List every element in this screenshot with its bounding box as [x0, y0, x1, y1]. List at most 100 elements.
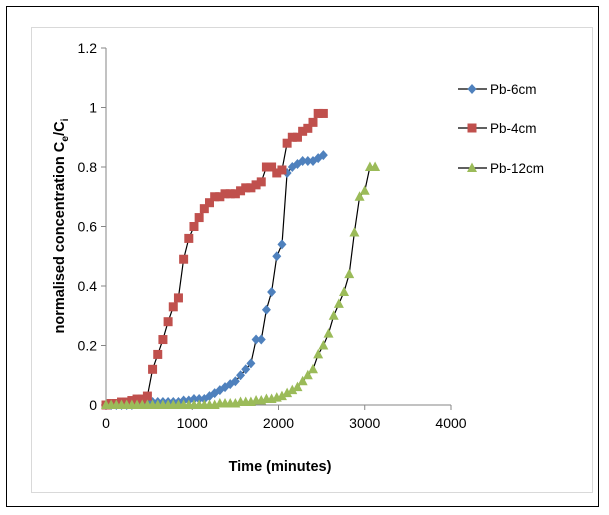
- data-point-pb-12cm: [282, 387, 293, 398]
- data-point-pb-6cm: [189, 394, 199, 405]
- legend-item-pb-12cm: Pb-12cm: [458, 161, 544, 176]
- data-point-pb-4cm: [158, 335, 168, 345]
- data-point-pb-6cm: [241, 364, 251, 375]
- y-tick-label: 0.8: [78, 159, 98, 175]
- data-point-pb-4cm: [173, 293, 183, 303]
- data-point-pb-4cm: [261, 162, 271, 172]
- data-point-pb-12cm: [328, 310, 339, 320]
- data-point-pb-6cm: [303, 156, 313, 167]
- data-point-pb-4cm: [287, 132, 297, 142]
- data-point-pb-6cm: [277, 239, 287, 250]
- x-tick-label: 1000: [177, 415, 208, 431]
- data-point-pb-12cm: [349, 226, 360, 237]
- data-point-pb-4cm: [184, 233, 194, 243]
- data-point-pb-6cm: [230, 376, 240, 387]
- data-point-pb-4cm: [220, 189, 230, 199]
- data-point-pb-4cm: [199, 204, 209, 214]
- series-pb-4cm: [101, 108, 328, 410]
- series-line-pb-12cm: [106, 166, 376, 406]
- x-tick-label: 3000: [349, 415, 380, 431]
- data-point-pb-6cm: [246, 358, 256, 369]
- data-point-pb-4cm: [241, 183, 251, 193]
- data-point-pb-4cm: [225, 189, 235, 199]
- data-point-pb-4cm: [230, 189, 240, 199]
- legend-marker-pb-6cm: [467, 84, 477, 94]
- y-axis-title: normalised concentration Ce/Ci: [52, 118, 71, 333]
- data-point-pb-4cm: [132, 394, 142, 404]
- x-tick-label: 0: [102, 415, 110, 431]
- data-point-pb-6cm: [272, 251, 282, 262]
- legend: Pb-6cm Pb-4cm Pb-12cm: [458, 82, 544, 176]
- data-point-pb-4cm: [277, 165, 287, 175]
- data-point-pb-4cm: [153, 349, 163, 359]
- data-point-pb-6cm: [251, 334, 261, 345]
- axes: 0 0.2 0.4 0.6 0.8 1 1.2 0 1000 2000 3000 4000: [78, 40, 467, 431]
- data-point-pb-4cm: [298, 126, 308, 136]
- data-point-pb-12cm: [308, 363, 318, 374]
- series-line-pb-4cm: [105, 112, 324, 406]
- data-point-pb-12cm: [276, 390, 287, 401]
- series-pb-12cm: [101, 161, 381, 409]
- data-point-pb-4cm: [256, 177, 266, 187]
- data-point-pb-12cm: [333, 298, 344, 308]
- data-point-pb-4cm: [251, 180, 261, 190]
- data-point-pb-4cm: [303, 123, 313, 133]
- chart-frame: [6, 6, 599, 507]
- data-point-pb-4cm: [142, 391, 152, 401]
- data-point-pb-4cm: [272, 168, 282, 178]
- data-point-pb-4cm: [189, 222, 199, 231]
- legend-label-pb-4cm: Pb-4cm: [490, 121, 537, 136]
- data-point-pb-4cm: [194, 213, 204, 223]
- y-axis-title-sub-e: e: [59, 136, 71, 142]
- data-point-pb-12cm: [313, 348, 324, 359]
- data-point-pb-12cm: [292, 381, 303, 392]
- series-layer: [101, 108, 381, 410]
- legend-item-pb-6cm: Pb-6cm: [458, 82, 537, 97]
- data-point-pb-4cm: [246, 183, 256, 193]
- data-point-pb-6cm: [267, 286, 277, 297]
- data-point-pb-12cm: [359, 185, 370, 195]
- data-point-pb-4cm: [210, 192, 220, 202]
- x-axis-title: Time (minutes): [229, 459, 332, 475]
- y-tick-label: 0.2: [78, 338, 98, 354]
- data-point-pb-4cm: [313, 108, 323, 118]
- legend-label-pb-6cm: Pb-6cm: [490, 82, 537, 97]
- data-point-pb-12cm: [344, 268, 355, 279]
- data-point-pb-6cm: [194, 394, 204, 405]
- data-point-pb-4cm: [292, 132, 302, 142]
- x-tick-label: 2000: [263, 415, 294, 431]
- legend-marker-pb-12cm: [467, 162, 477, 172]
- y-tick-label: 1: [89, 100, 97, 116]
- y-tick-label: 0.4: [78, 278, 98, 294]
- data-point-pb-12cm: [323, 328, 334, 338]
- data-point-pb-4cm: [205, 198, 214, 208]
- y-tick-label: 0: [89, 397, 97, 413]
- data-point-pb-12cm: [354, 191, 365, 201]
- y-axis-title-main: normalised concentration C: [52, 141, 68, 333]
- data-point-pb-4cm: [137, 394, 147, 404]
- data-point-pb-6cm: [318, 150, 328, 161]
- legend-marker-pb-4cm: [467, 123, 477, 133]
- data-point-pb-12cm: [302, 369, 313, 380]
- data-point-pb-4cm: [163, 317, 173, 327]
- legend-label-pb-12cm: Pb-12cm: [490, 161, 544, 176]
- y-tick-label: 0.6: [78, 219, 98, 235]
- data-point-pb-12cm: [339, 286, 350, 296]
- data-point-pb-4cm: [308, 117, 318, 127]
- data-point-pb-6cm: [256, 334, 266, 345]
- data-point-pb-12cm: [297, 375, 308, 386]
- data-point-pb-6cm: [261, 304, 271, 315]
- legend-item-pb-4cm: Pb-4cm: [458, 121, 537, 136]
- y-axis-title-sub-i: i: [59, 118, 71, 121]
- y-axis-title-slash: /C: [52, 121, 68, 136]
- data-point-pb-6cm: [298, 156, 308, 167]
- x-tick-label: 4000: [435, 415, 466, 431]
- data-point-pb-6cm: [236, 370, 246, 381]
- data-point-pb-12cm: [370, 161, 381, 171]
- y-tick-label: 1.2: [78, 40, 98, 56]
- chart-area-border: [31, 27, 593, 493]
- data-point-pb-4cm: [267, 162, 277, 172]
- data-point-pb-12cm: [287, 384, 298, 395]
- data-point-pb-4cm: [236, 186, 246, 196]
